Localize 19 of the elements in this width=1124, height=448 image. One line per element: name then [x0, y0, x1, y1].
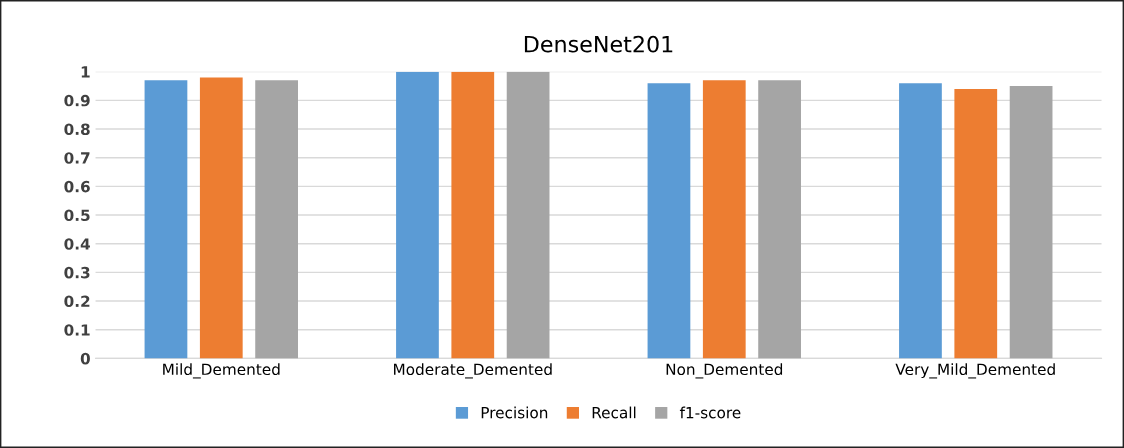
chart-title: DenseNet201	[524, 35, 673, 53]
x-tick-label: Very_Mild_Demented	[895, 363, 1055, 379]
y-tick-label: 0.6	[64, 180, 90, 193]
legend-label: Recall	[592, 406, 636, 419]
y-tick-label: 0	[80, 352, 90, 365]
y-tick-label: 0.9	[64, 94, 90, 107]
x-tick-label: Mild_Demented	[163, 363, 280, 379]
y-tick-label: 0.8	[64, 123, 90, 136]
y-tick-label: 0.5	[64, 209, 90, 222]
y-tick-label: 0.3	[64, 266, 90, 279]
x-tick-label: Non_Demented	[666, 363, 783, 379]
y-tick-label: 0.1	[64, 324, 90, 336]
y-tick-label: 1	[81, 66, 90, 78]
x-tick-label: Moderate_Demented	[394, 363, 552, 379]
y-tick-label: 0.2	[64, 295, 90, 308]
y-tick-label: 0.7	[64, 152, 90, 164]
legend-label: f1-score	[679, 406, 741, 419]
legend-label: Precision	[481, 406, 548, 419]
y-tick-label: 0.4	[64, 238, 90, 250]
